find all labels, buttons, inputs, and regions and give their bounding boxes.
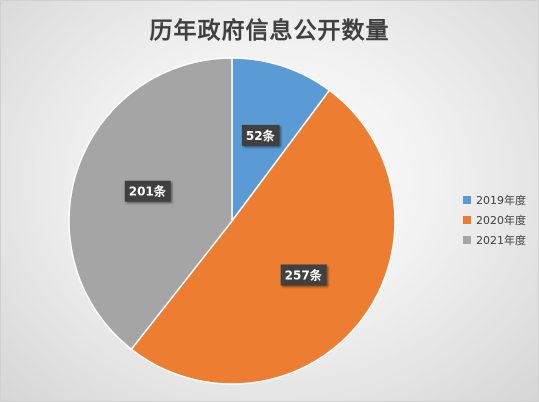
- legend-item-2: 2021年度: [463, 230, 526, 250]
- legend-label-1: 2020年度: [476, 214, 526, 227]
- legend-label-0: 2019年度: [476, 194, 526, 207]
- data-label-1: 257条: [280, 264, 327, 286]
- data-label-box-0: [241, 124, 280, 146]
- chart-title: 历年政府信息公开数量: [149, 17, 390, 44]
- pie-slice-0: [231, 57, 331, 224]
- legend-item-1: 2020年度: [463, 210, 526, 230]
- data-label-box-2: [124, 180, 171, 202]
- data-label-text-2: 201条: [129, 184, 167, 199]
- data-label-0: 52条: [241, 124, 280, 146]
- data-label-box-1: [280, 264, 327, 286]
- legend-swatch-1: [463, 216, 471, 224]
- data-label-text-0: 52条: [246, 128, 276, 143]
- legend-label-2: 2021年度: [476, 234, 526, 247]
- legend-item-0: 2019年度: [463, 190, 526, 210]
- legend-swatch-0: [463, 196, 471, 204]
- pie-slice-1: [130, 89, 396, 385]
- legend-swatch-2: [463, 236, 471, 244]
- chart-legend: 2019年度 2020年度 2021年度: [463, 190, 526, 250]
- pie-slice-2: [68, 57, 233, 351]
- data-label-text-1: 257条: [285, 267, 323, 282]
- data-label-2: 201条: [124, 180, 171, 202]
